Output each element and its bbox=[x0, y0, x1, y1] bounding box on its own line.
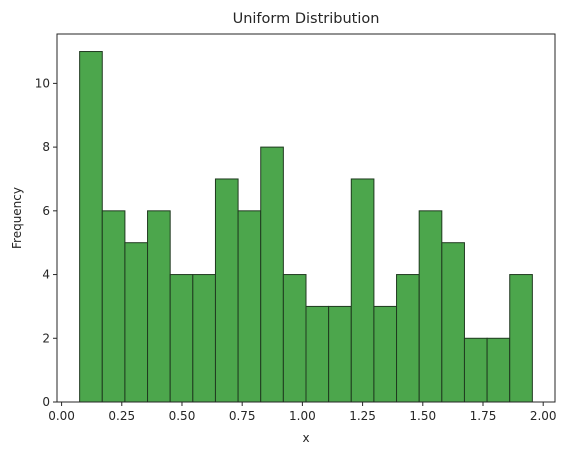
bars-group bbox=[79, 51, 533, 403]
histogram-bar-9 bbox=[260, 146, 284, 403]
histogram-bar-4 bbox=[147, 210, 171, 403]
histogram-bar-2 bbox=[101, 210, 126, 403]
x-tick-label: 1.00 bbox=[289, 409, 316, 423]
histogram-bar-15 bbox=[396, 274, 420, 403]
histogram-bar-8 bbox=[237, 210, 262, 403]
histogram-bar-12 bbox=[328, 305, 352, 403]
x-axis-label: x bbox=[302, 431, 309, 445]
x-tick-label: 0.75 bbox=[229, 409, 256, 423]
histogram-bar-17 bbox=[441, 242, 465, 403]
y-tick-label: 0 bbox=[42, 395, 50, 409]
histogram-bar-13 bbox=[350, 178, 375, 403]
histogram-bar-3 bbox=[124, 242, 149, 403]
x-tick-label: 1.75 bbox=[470, 409, 497, 423]
chart-title: Uniform Distribution bbox=[233, 11, 380, 27]
x-tick-label: 0.50 bbox=[169, 409, 196, 423]
x-tick-label: 1.25 bbox=[349, 409, 376, 423]
y-tick-label: 6 bbox=[42, 204, 50, 218]
histogram-bar-5 bbox=[169, 274, 194, 403]
histogram-bar-18 bbox=[463, 337, 488, 403]
y-axis-label: Frequency bbox=[10, 187, 24, 249]
histogram-bar-16 bbox=[418, 210, 443, 403]
histogram-bar-11 bbox=[305, 305, 330, 403]
y-tick-label: 4 bbox=[42, 268, 50, 282]
x-tick-label: 0.25 bbox=[108, 409, 135, 423]
plot-frame bbox=[56, 33, 556, 403]
histogram-bar-6 bbox=[192, 274, 216, 403]
x-axis-ticks: 0.00 0.25 0.50 0.75 1.00 1.25 1.50 1.75 2.00 bbox=[48, 402, 557, 423]
y-tick-label: 10 bbox=[35, 76, 50, 90]
x-tick-label: 2.00 bbox=[530, 409, 557, 423]
histogram-bar-1 bbox=[79, 51, 103, 403]
y-axis-ticks: 0 2 4 6 8 10 bbox=[35, 76, 57, 409]
x-tick-label: 1.50 bbox=[409, 409, 436, 423]
y-tick-label: 8 bbox=[42, 140, 50, 154]
histogram-bar-14 bbox=[373, 305, 398, 403]
histogram-bar-10 bbox=[282, 274, 307, 403]
histogram-bar-20 bbox=[509, 274, 533, 403]
histogram-bar-19 bbox=[486, 337, 511, 403]
y-tick-label: 2 bbox=[42, 331, 50, 345]
x-tick-label: 0.00 bbox=[48, 409, 75, 423]
histogram-bar-7 bbox=[214, 178, 239, 403]
